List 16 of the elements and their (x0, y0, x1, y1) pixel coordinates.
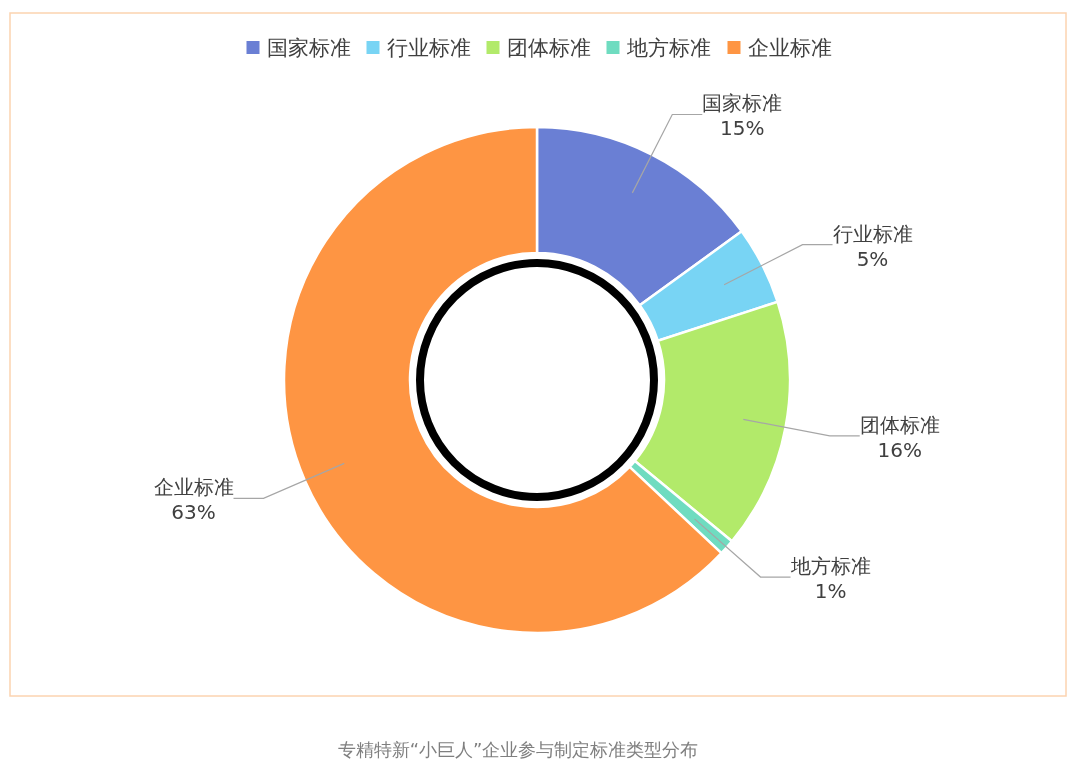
legend-label: 国家标准 (266, 36, 351, 60)
slice-label: 团体标准 (859, 412, 940, 437)
slice-label: 国家标准 (702, 91, 783, 116)
legend-label: 企业标准 (747, 36, 832, 60)
legend-label: 团体标准 (506, 36, 591, 60)
slice-label: 企业标准 (153, 475, 234, 500)
slice-label: 地方标准 (789, 554, 871, 579)
slice-label: 行业标准 (832, 221, 913, 246)
data-label: 16% (877, 437, 922, 462)
data-label: 1% (814, 579, 847, 604)
data-label: 15% (720, 116, 765, 141)
legend-label: 行业标准 (386, 36, 471, 60)
text: 专精特新“小巨人”企业参与制定标准类型分布 (337, 739, 699, 760)
legend-label: 地方标准 (625, 36, 711, 60)
data-label: 5% (856, 246, 889, 271)
data-label: 63% (171, 500, 216, 525)
